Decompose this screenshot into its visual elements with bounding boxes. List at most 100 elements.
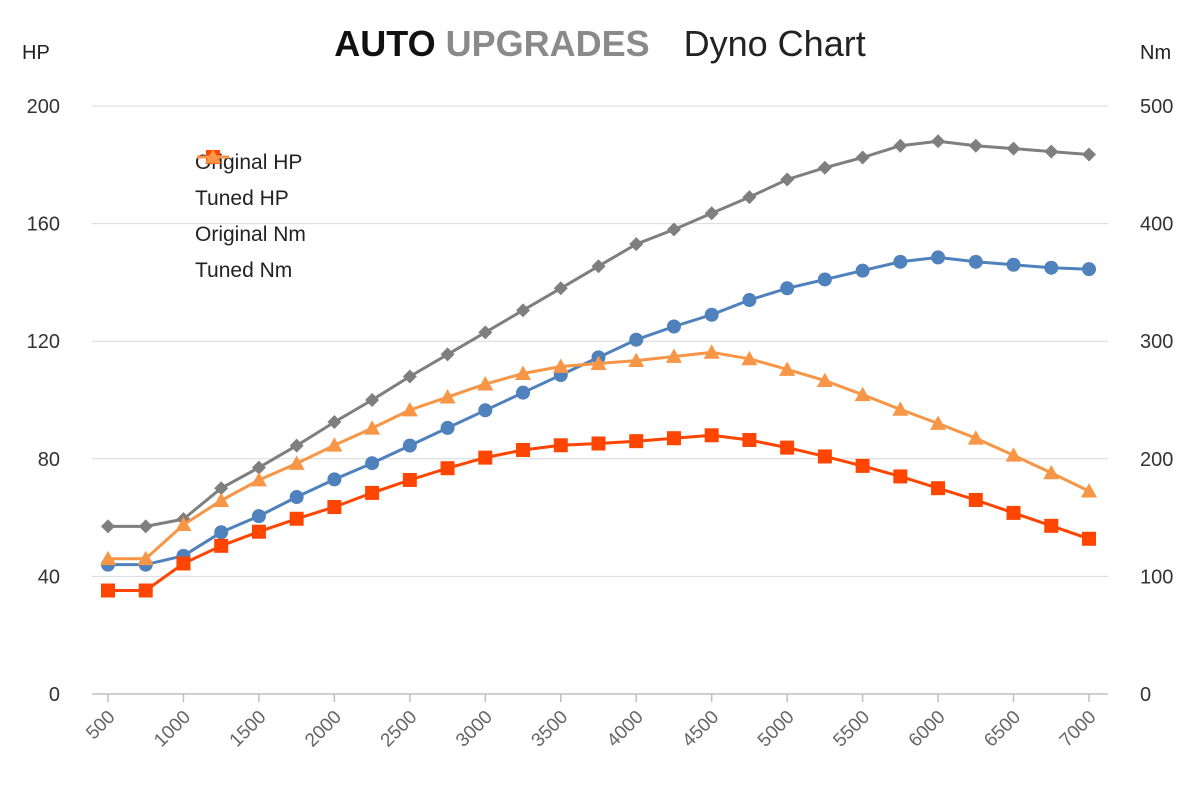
original-nm-point	[1082, 531, 1096, 546]
chart-header: AUTO UPGRADES Dyno Chart	[0, 22, 1200, 66]
tuned-nm-point	[100, 550, 116, 566]
left-axis-unit: HP	[22, 42, 50, 64]
original-nm-point	[780, 440, 795, 455]
tuned-nm-point	[892, 401, 909, 416]
y-right-tick-label: 200	[1140, 449, 1173, 471]
x-tick-label: 1000	[150, 707, 195, 752]
original-hp-point	[402, 438, 417, 453]
tuned-nm-point	[1005, 447, 1022, 462]
y-right-tick-label: 400	[1140, 214, 1173, 236]
tuned-hp-point	[817, 160, 832, 175]
tuned-nm-point	[364, 420, 381, 435]
x-tick-label: 4000	[603, 707, 648, 752]
original-nm-point	[742, 432, 757, 447]
legend-swatch	[197, 149, 229, 164]
original-hp-point	[704, 307, 719, 322]
original-hp-point	[666, 319, 681, 334]
original-nm-point	[629, 434, 644, 449]
tuned-nm-point	[326, 437, 343, 452]
legend-label: Tuned HP	[195, 187, 289, 210]
tuned-hp-point	[629, 237, 644, 252]
chart-title: Dyno Chart	[683, 23, 866, 64]
tuned-nm-point	[741, 350, 758, 366]
tuned-nm-point	[930, 415, 947, 430]
tuned-hp-point	[101, 519, 115, 534]
y-left-tick-label: 200	[27, 96, 60, 118]
tuned-hp-point	[855, 150, 870, 165]
original-nm-point	[1044, 518, 1059, 533]
tuned-nm-point	[1043, 464, 1060, 480]
tuned-hp-point	[516, 303, 531, 318]
original-hp-point	[1044, 260, 1059, 275]
y-left-tick-label: 120	[27, 331, 60, 353]
tuned-nm-point	[779, 361, 796, 376]
tuned-nm-point	[439, 389, 456, 404]
original-hp-point	[251, 509, 266, 524]
x-tick-label: 3500	[528, 707, 573, 752]
y-left-tick-label: 80	[38, 449, 60, 471]
original-nm-point	[855, 458, 870, 473]
tuned-nm-point	[590, 355, 607, 370]
tuned-hp-point	[251, 460, 266, 475]
tuned-hp-point	[704, 206, 719, 221]
tuned-hp-point	[591, 259, 606, 274]
original-nm-point	[214, 538, 229, 553]
x-tick-label: 1500	[226, 707, 271, 752]
original-nm-point	[893, 469, 908, 484]
original-nm-point	[516, 442, 531, 457]
original-nm-point	[138, 583, 153, 598]
tuned-nm-point	[628, 352, 645, 368]
original-nm-point	[176, 556, 191, 571]
tuned-nm-point	[816, 372, 833, 387]
tuned-nm-point	[515, 365, 532, 380]
x-tick-label: 7000	[1056, 707, 1101, 752]
tuned-nm-point	[552, 358, 569, 373]
original-nm-point	[365, 485, 380, 500]
tuned-hp-point	[1006, 141, 1021, 156]
legend-label: Original Nm	[195, 223, 306, 246]
tuned-nm-point	[1081, 483, 1097, 498]
original-hp-point	[931, 250, 946, 265]
tuned-hp-point	[440, 347, 455, 362]
x-tick-label: 5500	[829, 707, 874, 752]
original-nm-point	[968, 492, 983, 507]
original-nm-point	[440, 461, 455, 476]
x-tick-label: 500	[82, 707, 119, 744]
tuned-hp-point	[666, 222, 681, 237]
x-tick-label: 2500	[377, 707, 422, 752]
tuned-hp-point	[553, 281, 568, 296]
tuned-hp-point	[1082, 147, 1096, 162]
brand-name-part1: AUTO	[334, 23, 436, 64]
tuned-nm-point	[665, 348, 682, 363]
x-tick-label: 3000	[452, 707, 497, 752]
tuned-hp-point	[893, 138, 908, 153]
legend-item: Tuned Nm	[195, 149, 306, 289]
y-right-tick-label: 300	[1140, 331, 1173, 353]
original-hp-point	[817, 272, 832, 287]
tuned-hp-point	[138, 519, 153, 534]
original-nm-point	[251, 524, 266, 539]
tuned-nm-point	[175, 516, 192, 532]
original-nm-point	[931, 481, 946, 496]
x-tick-label: 5000	[754, 707, 799, 752]
y-left-tick-label: 0	[49, 684, 60, 706]
original-nm-point	[591, 436, 606, 451]
original-hp-point	[289, 490, 304, 505]
tuned-hp-point	[327, 415, 342, 430]
original-hp-point	[440, 420, 455, 435]
tuned-nm-point	[137, 550, 154, 566]
tuned-hp-point	[478, 325, 493, 340]
original-hp-point	[855, 263, 870, 278]
original-nm-point	[289, 511, 304, 526]
x-tick-label: 4500	[678, 707, 723, 752]
original-nm-point	[666, 431, 681, 446]
tuned-hp-point	[1044, 144, 1059, 159]
original-hp-point	[629, 332, 644, 347]
original-nm-point	[478, 450, 493, 465]
tuned-nm-point	[288, 455, 305, 470]
original-hp-point	[365, 456, 380, 471]
tuned-hp-point	[365, 393, 380, 407]
brand-name-part2: UPGRADES	[445, 23, 650, 64]
